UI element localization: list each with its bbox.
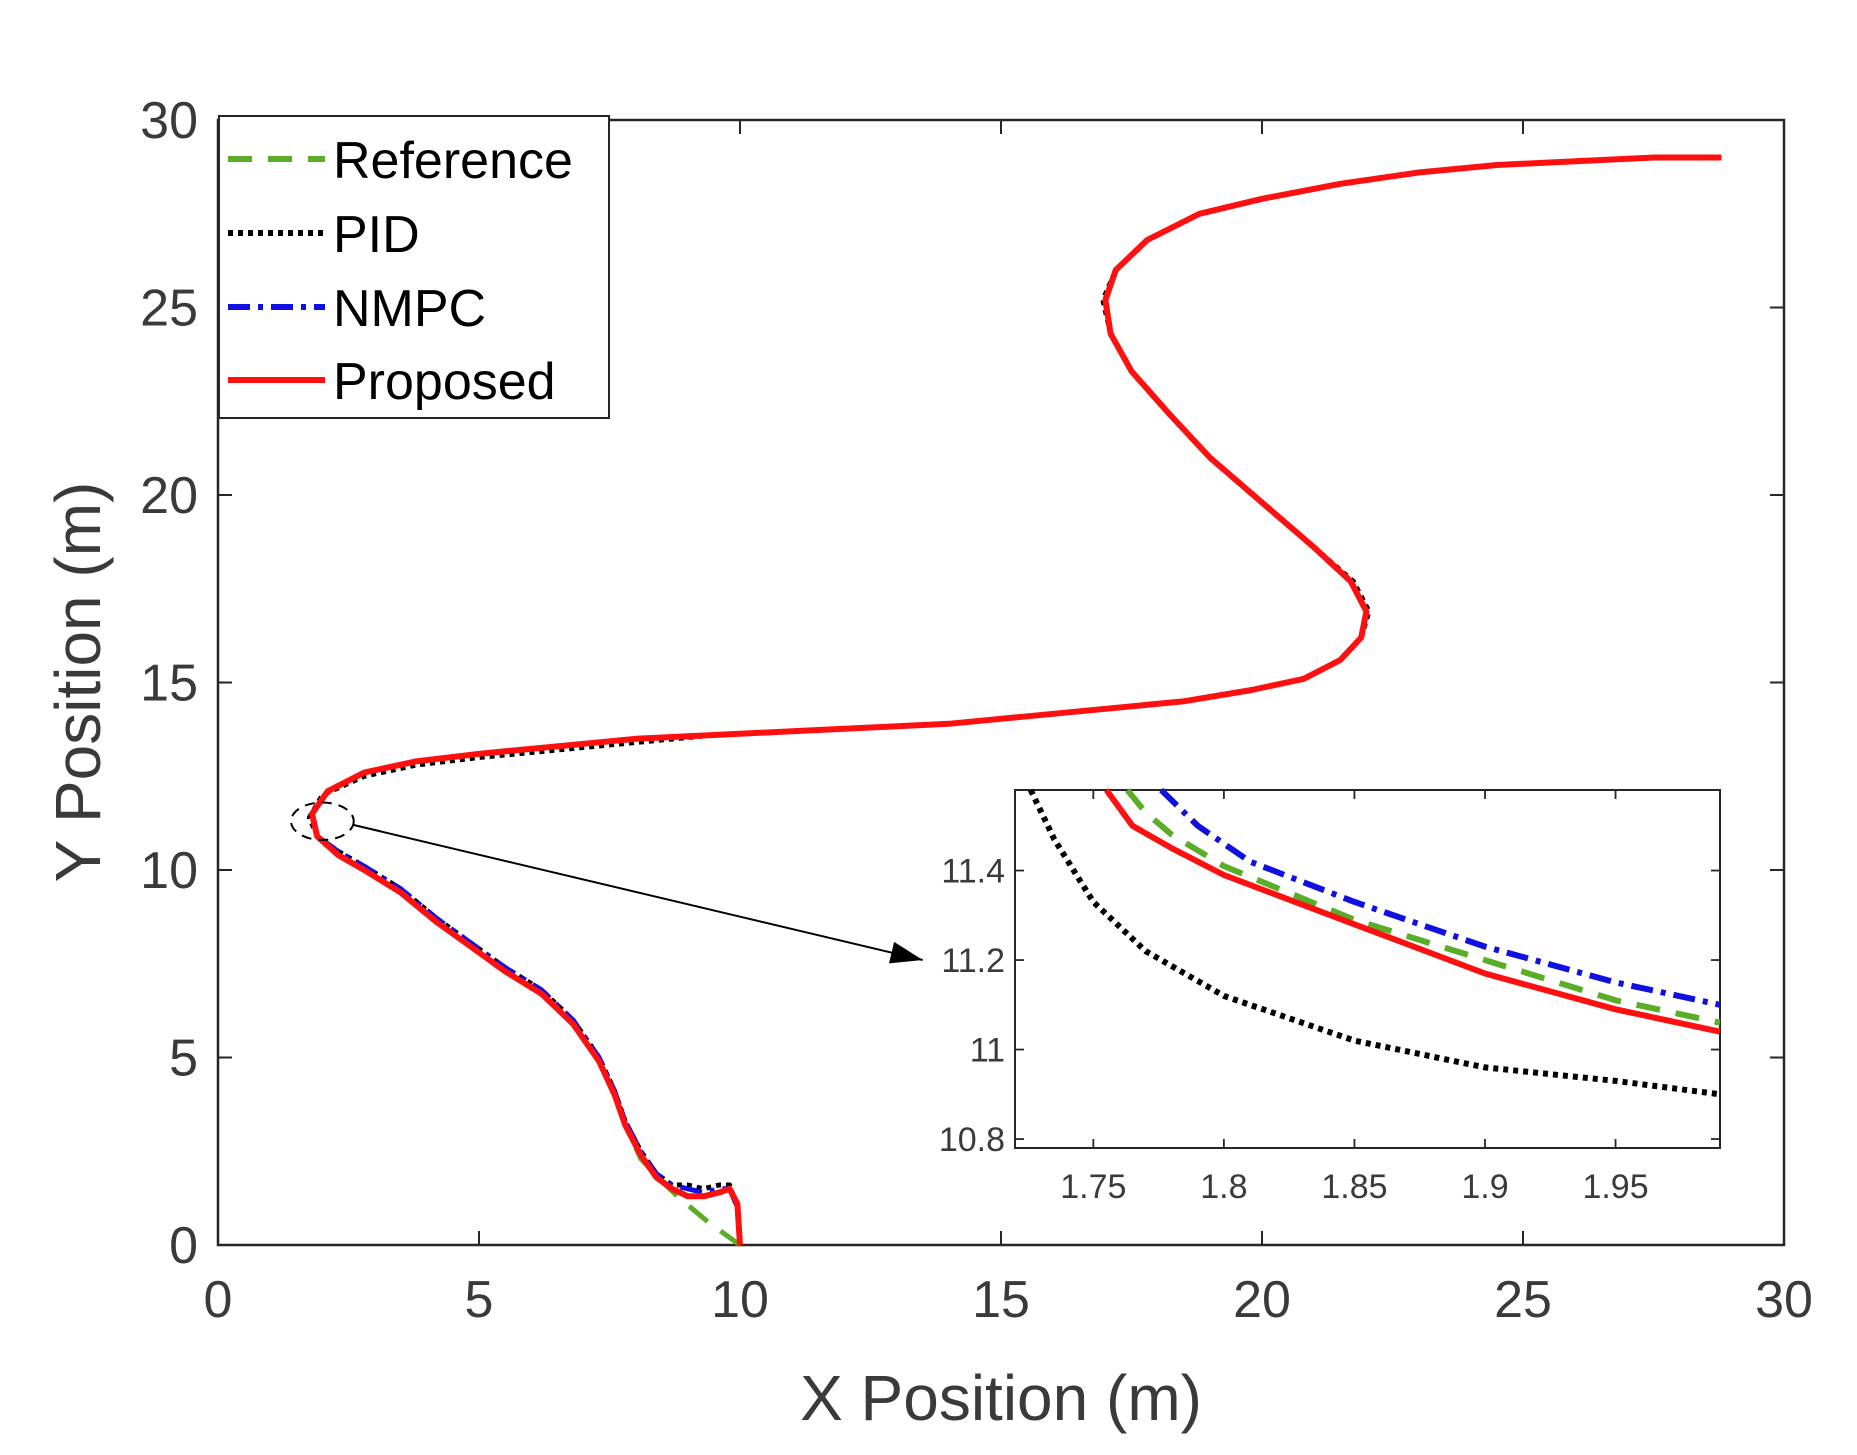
y-tick-label: 0 — [169, 1217, 198, 1275]
inset-axes-ticks: 1.75 1.8 1.85 1.9 1.95 10.8 11 11.2 11.4 — [939, 790, 1720, 1206]
legend-label-nmpc: NMPC — [333, 280, 486, 338]
y-tick-label: 30 — [140, 92, 198, 150]
x-tick-label: 10 — [711, 1271, 769, 1329]
zoom-region-ellipse — [290, 801, 355, 841]
zoom-arrowhead — [889, 941, 923, 964]
inset-series-line-proposed — [1103, 788, 1721, 1035]
inset-x-tick-label: 1.8 — [1200, 1168, 1247, 1206]
legend-label-proposed: Proposed — [333, 353, 556, 411]
main-axes-ticks: 0 5 10 15 20 25 30 0 5 10 15 20 25 30 — [140, 92, 1813, 1329]
inset-y-tick-label: 10.8 — [939, 1121, 1005, 1159]
y-tick-label: 10 — [140, 842, 198, 900]
x-tick-label: 0 — [204, 1271, 233, 1329]
x-tick-label: 30 — [1755, 1271, 1813, 1329]
legend-box — [218, 115, 610, 419]
y-tick-label: 25 — [140, 280, 198, 338]
x-axis-label: X Position (m) — [800, 1362, 1202, 1434]
inset-y-tick-label: 11 — [970, 1032, 1005, 1070]
y-axis-label: Y Position (m) — [42, 482, 114, 883]
legend-label-pid: PID — [333, 206, 420, 264]
inset-series-line-pid — [1027, 788, 1721, 1098]
x-tick-label: 20 — [1233, 1271, 1291, 1329]
zoom-arrow — [353, 824, 923, 961]
legend: Reference PID NMPC Proposed — [218, 115, 610, 419]
series-line-proposed — [309, 154, 1722, 1246]
y-tick-label: 5 — [169, 1030, 198, 1088]
inset-x-tick-label: 1.95 — [1582, 1168, 1648, 1206]
inset-y-tick-label: 11.2 — [941, 942, 1005, 980]
x-tick-label: 25 — [1494, 1271, 1552, 1329]
x-tick-label: 5 — [465, 1271, 494, 1329]
inset-series-group — [1027, 787, 1721, 1098]
inset-plot-frame — [1014, 789, 1721, 1149]
x-tick-label: 15 — [972, 1271, 1030, 1329]
legend-label-reference: Reference — [333, 132, 573, 190]
inset-x-tick-label: 1.85 — [1321, 1168, 1387, 1206]
y-tick-label: 20 — [140, 467, 198, 525]
inset-series-line-nmpc — [1159, 787, 1721, 1008]
main-series-group — [306, 154, 1722, 1248]
inset-y-tick-label: 11.4 — [941, 853, 1005, 891]
inset-x-tick-label: 1.75 — [1060, 1168, 1126, 1206]
y-tick-label: 15 — [140, 655, 198, 713]
inset-x-tick-label: 1.9 — [1461, 1168, 1508, 1206]
